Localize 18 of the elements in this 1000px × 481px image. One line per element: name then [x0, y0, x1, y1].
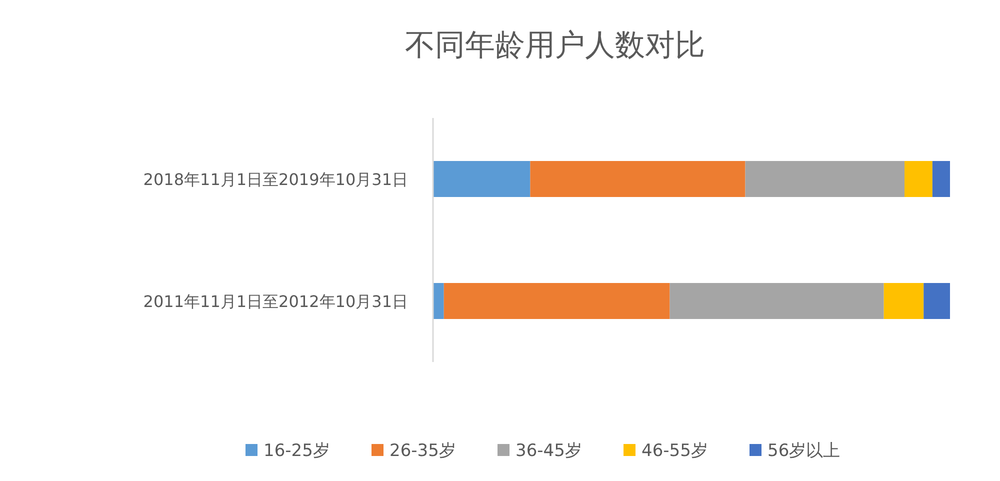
bar: [924, 283, 950, 319]
bar: [904, 161, 932, 197]
y-tick-label: 2018年11月1日至2019年10月31日: [143, 170, 408, 189]
bar: [884, 283, 924, 319]
legend-label: 36-45岁: [516, 441, 582, 461]
legend-label: 46-55岁: [642, 441, 708, 461]
bar: [745, 161, 905, 197]
bar: [433, 283, 444, 319]
legend-label: 56岁以上: [768, 441, 840, 461]
bar: [530, 161, 746, 197]
y-tick-label: 2011年11月1日至2012年10月31日: [143, 292, 408, 311]
bar: [932, 161, 950, 197]
legend-label: 16-25岁: [264, 441, 330, 461]
legend-label: 26-35岁: [390, 441, 456, 461]
chart-title: 不同年龄用户人数对比: [405, 28, 705, 63]
bar: [444, 283, 670, 319]
bar: [433, 161, 530, 197]
bar: [670, 283, 884, 319]
